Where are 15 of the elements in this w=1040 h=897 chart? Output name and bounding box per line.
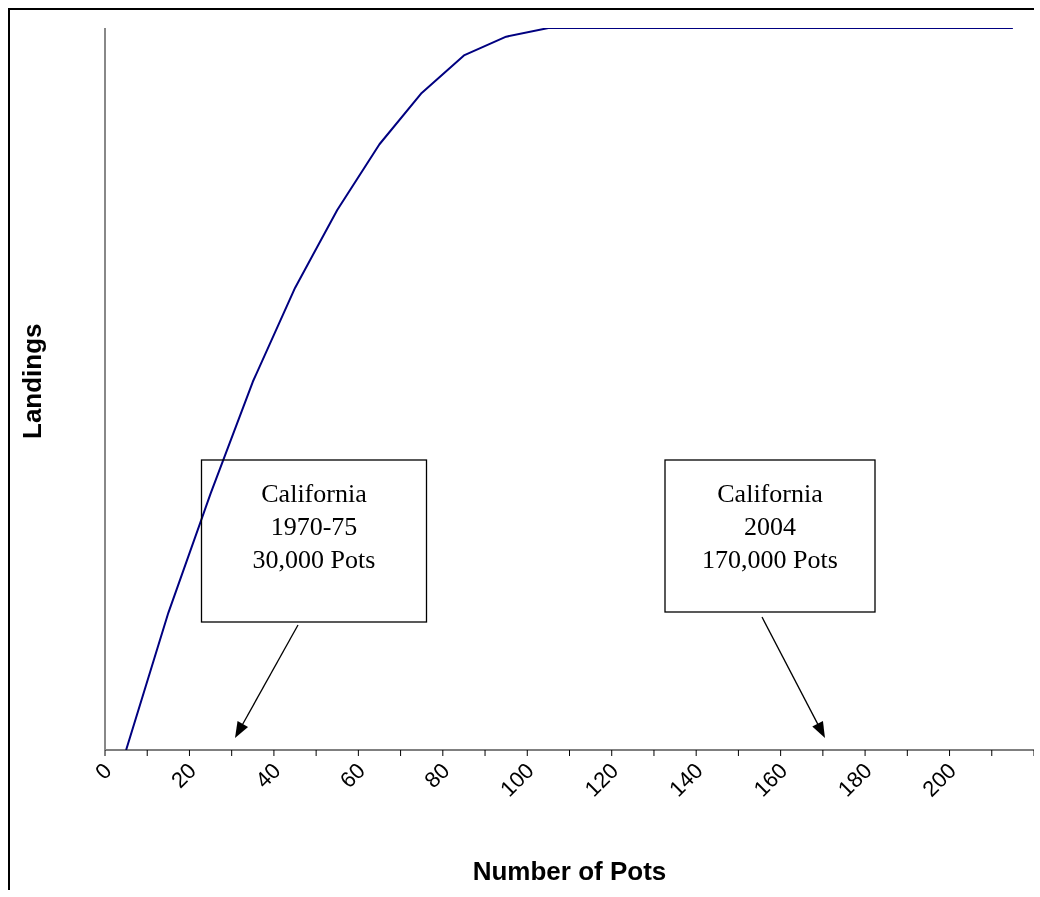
x-tick-label: 20	[166, 757, 201, 793]
y-axis-title: Landings	[17, 323, 48, 439]
x-tick-label: 60	[334, 757, 370, 793]
x-tick-label: 40	[250, 757, 286, 793]
annotation: California 1970-75 30,000 Pots	[252, 479, 376, 574]
x-tick-label: 80	[419, 757, 455, 793]
x-tick-label: 140	[664, 757, 708, 802]
annotation: California 2004 170,000 Pots	[702, 479, 838, 574]
x-tick-label: 160	[748, 757, 793, 802]
x-axis-title: Number of Pots	[472, 856, 667, 886]
x-tick-label: 100	[495, 757, 539, 802]
x-tick-label: 200	[917, 757, 962, 802]
x-tick-label: 180	[832, 757, 877, 802]
x-tick-label: 120	[579, 757, 624, 802]
x-tick-label: 0	[90, 757, 117, 785]
